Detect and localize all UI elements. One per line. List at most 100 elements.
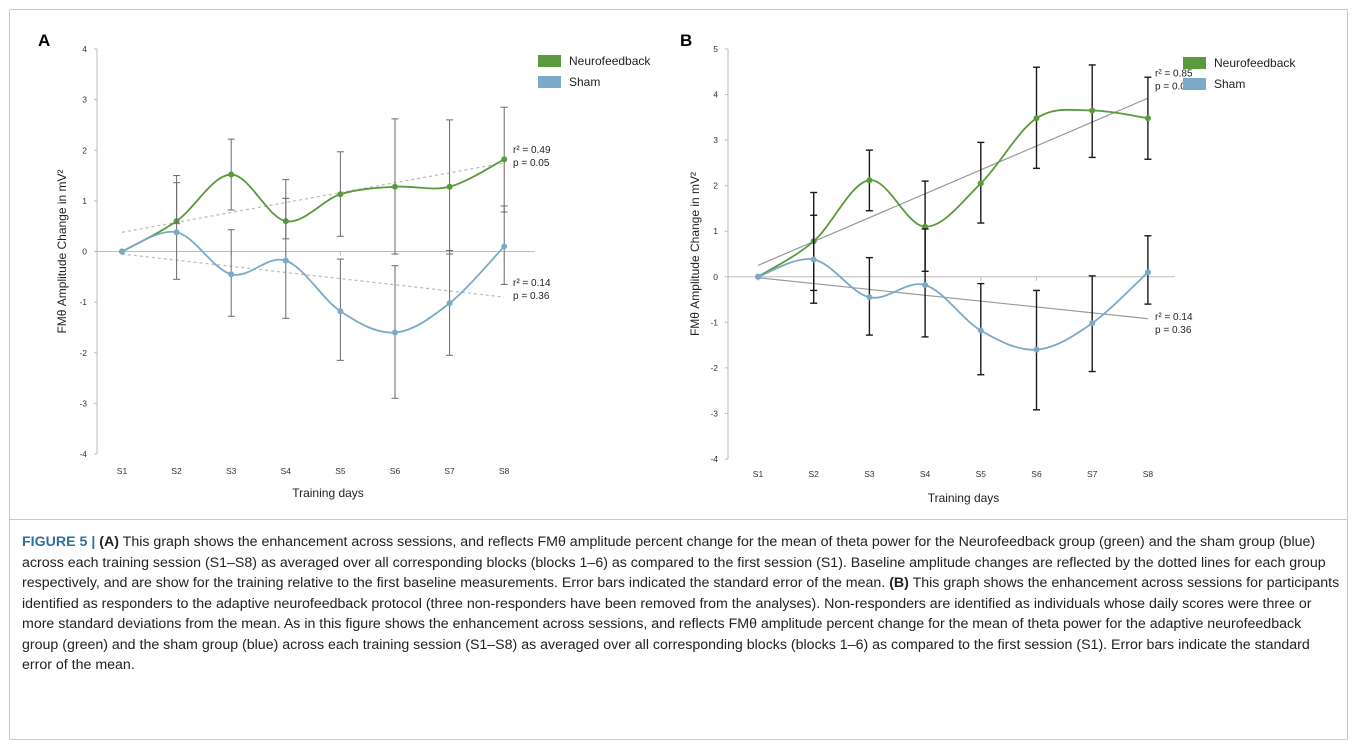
p-value-label: p = 0.36 [513, 291, 550, 302]
caption-label-a: (A) [99, 534, 119, 550]
data-point [228, 271, 235, 278]
x-tick-label: S1 [117, 466, 128, 476]
y-tick-label: -1 [79, 297, 87, 307]
y-tick-label: 5 [713, 44, 718, 54]
legend-label-sham: Sham [569, 75, 600, 89]
y-axis-title: FMθ Amplitude Change in mV² [55, 169, 69, 333]
y-tick-label: 3 [713, 135, 718, 145]
trend-line-neurofeedback [757, 97, 1149, 266]
data-point [446, 300, 453, 307]
x-tick-label: S2 [171, 466, 182, 476]
y-tick-label: -3 [79, 398, 87, 408]
r-squared-label: r² = 0.14 [513, 278, 551, 289]
x-tick-label: S4 [281, 466, 292, 476]
x-tick-label: S1 [753, 469, 764, 479]
series-line-sham [121, 230, 505, 334]
panel-label-b: B [680, 31, 692, 50]
y-tick-label: -1 [710, 317, 718, 327]
x-tick-label: S8 [499, 466, 510, 476]
legend-label-neurofeedback: Neurofeedback [569, 54, 651, 68]
y-tick-label: 1 [713, 226, 718, 236]
data-point [1144, 269, 1151, 276]
x-tick-label: S5 [335, 466, 346, 476]
data-point [1089, 107, 1096, 114]
x-tick-label: S6 [1031, 469, 1042, 479]
figure-frame [9, 9, 1348, 740]
y-tick-label: 2 [713, 181, 718, 191]
x-tick-label: S4 [920, 469, 931, 479]
data-point [282, 257, 289, 264]
legend-label-sham: Sham [1214, 77, 1245, 91]
data-point [337, 308, 344, 315]
chart-panel-a: 4 3 2 1 0 -1 -2 -3 -4 S1 S2 S3 S4 S5 S6 S7 S8 Training da… [55, 44, 651, 500]
chart-panel-b: 5 4 3 2 1 0 -1 -2 -3 -4 S1 S2 S3 S4 S5 S6 S7 S8 Training d… [688, 44, 1296, 505]
data-point [119, 248, 125, 255]
x-tick-label: S7 [1087, 469, 1098, 479]
y-tick-label: 2 [82, 145, 87, 155]
x-tick-label: S8 [1143, 469, 1154, 479]
p-value-label: p = 0.36 [1155, 325, 1192, 336]
data-point [392, 329, 398, 336]
p-value-label: p = 0.05 [513, 158, 550, 169]
trend-line-sham [121, 253, 505, 298]
y-tick-label: 3 [82, 95, 87, 105]
x-tick-label: S3 [864, 469, 875, 479]
y-tick-label: -3 [710, 408, 718, 418]
y-tick-label: -2 [79, 348, 87, 358]
r-squared-label: r² = 0.14 [1155, 312, 1193, 323]
r-squared-label: r² = 0.85 [1155, 68, 1193, 79]
y-tick-label: 0 [82, 247, 87, 257]
y-tick-label: -4 [710, 454, 718, 464]
series-line-neurofeedback [757, 108, 1149, 278]
caption-text-b: This graph shows the enhancement across … [22, 575, 1340, 673]
data-point [866, 177, 873, 184]
x-tick-label: S7 [444, 466, 455, 476]
data-point [1033, 346, 1040, 353]
data-point [1033, 115, 1040, 122]
data-point [1089, 320, 1096, 327]
data-point [501, 156, 508, 163]
data-point [501, 243, 508, 250]
p-value-label: p = 0.001 [1155, 81, 1197, 92]
caption-text-a: This graph shows the enhancement across … [22, 534, 1326, 591]
y-tick-label: 4 [713, 90, 718, 100]
figure-label: FIGURE 5 | [22, 534, 100, 550]
y-tick-label: -2 [710, 363, 718, 373]
legend-swatch-sham [1183, 78, 1206, 90]
x-tick-label: S3 [226, 466, 237, 476]
data-point [446, 183, 453, 190]
caption-divider [9, 519, 1348, 520]
panel-label-a: A [38, 31, 50, 50]
legend-swatch-sham [538, 76, 561, 88]
x-axis-title: Training days [292, 486, 364, 500]
x-tick-label: S2 [808, 469, 819, 479]
data-point [337, 191, 344, 198]
x-tick-label: S5 [976, 469, 987, 479]
data-point [866, 294, 873, 301]
r-squared-label: r² = 0.49 [513, 145, 551, 156]
data-point [755, 273, 761, 280]
figure-charts: A B 4 3 2 1 0 -1 -2 -3 -4 S1 S2 S3 S4 S5 S6 S7 S8 Trainin… [38, 31, 1296, 505]
series-line-neurofeedback [121, 158, 505, 253]
data-point [1144, 115, 1151, 122]
y-tick-label: 4 [82, 44, 87, 54]
data-point [977, 327, 984, 334]
y-tick-label: 0 [713, 272, 718, 282]
x-axis-title: Training days [928, 491, 1000, 505]
caption-label-b: (B) [889, 575, 909, 591]
data-point [173, 229, 180, 236]
data-point [392, 183, 398, 190]
y-tick-label: -4 [79, 449, 87, 459]
legend-label-neurofeedback: Neurofeedback [1214, 56, 1296, 70]
legend-swatch-neurofeedback [538, 55, 561, 67]
data-point [922, 223, 929, 230]
data-point [922, 281, 929, 288]
data-point [977, 180, 984, 187]
figure-caption: FIGURE 5 | (A) This graph shows the enha… [22, 532, 1340, 676]
series-line-sham [757, 258, 1149, 351]
trend-line-neurofeedback [121, 162, 505, 233]
legend-swatch-neurofeedback [1183, 57, 1206, 69]
data-point [228, 171, 235, 178]
data-point [810, 256, 817, 263]
y-axis-title: FMθ Amplitude Change in mV² [688, 172, 702, 336]
